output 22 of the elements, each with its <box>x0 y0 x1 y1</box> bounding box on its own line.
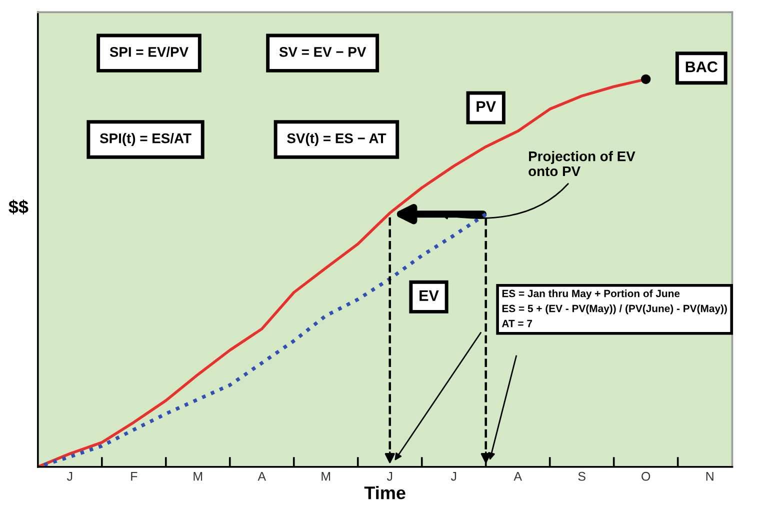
annotation: Projection of EV onto PV <box>528 151 636 176</box>
annotation: ES = Jan thru May + Portion of June ES = 5 + (EV - PV(May)) / (PV(June) - PV(May)) AT = 7 <box>502 290 727 328</box>
x-tick-label: J <box>386 472 392 481</box>
x-tick-label: M <box>322 472 330 481</box>
x-tick-label: J <box>66 472 72 481</box>
x-tick-label: F <box>131 472 138 481</box>
x-tick-label: S <box>578 472 586 481</box>
x-tick-label: N <box>706 472 714 481</box>
text: SV = EV − PV <box>279 47 366 57</box>
series-label: PV <box>476 101 496 112</box>
x-tick-label: A <box>258 472 266 481</box>
x-tick-label: A <box>514 472 522 481</box>
x-tick-label: O <box>642 472 650 481</box>
annotation: SV(t) = ES − AT <box>287 133 386 146</box>
text: SPI = EV/PV <box>110 46 188 57</box>
series-label: EV <box>420 290 439 301</box>
y-axis-title: $$ <box>8 200 28 214</box>
annotation: BAC <box>686 61 718 72</box>
annotation: SPI(t) = ES/AT <box>100 133 192 146</box>
x-axis-title: Time <box>364 486 406 500</box>
x-tick-label: J <box>450 472 456 481</box>
x-tick-label: M <box>194 472 202 481</box>
